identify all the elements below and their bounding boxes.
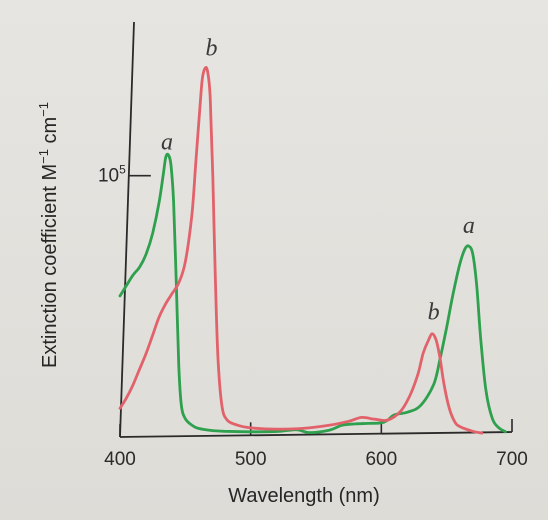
x-tick-label: 400 — [104, 449, 136, 470]
series-label-a: a — [161, 130, 173, 156]
series-line-b — [118, 66, 484, 435]
axes — [119, 21, 513, 438]
curve-labels: a b a b — [161, 35, 475, 325]
y-axis-title-sup2: −1 — [36, 102, 51, 117]
x-tick-label: 600 — [365, 449, 397, 470]
series-label-b: b — [205, 35, 217, 61]
ticks: 400 500 600 700 105 — [98, 163, 528, 470]
y-tick-label: 105 — [98, 163, 126, 187]
y-axis-title-mid: cm — [39, 117, 61, 149]
series-label-b: b — [428, 299, 440, 325]
y-axis-title: Extinction coefficient M−1 cm−1 — [36, 102, 61, 368]
series-label-a: a — [463, 213, 475, 239]
x-axis-title: Wavelength (nm) — [228, 485, 380, 507]
y-axis-line — [119, 21, 135, 438]
x-tick-label: 700 — [496, 449, 528, 470]
x-axis-line — [119, 431, 513, 438]
series-layer — [118, 66, 507, 435]
y-axis-title-sup1: −1 — [36, 149, 51, 164]
y-axis-title-main: Extinction coefficient M — [39, 164, 61, 368]
y-tick-exponent: 5 — [119, 163, 126, 177]
series-line-a — [118, 152, 507, 434]
x-tick-label: 500 — [235, 449, 267, 470]
y-tick-base: 10 — [98, 166, 119, 187]
